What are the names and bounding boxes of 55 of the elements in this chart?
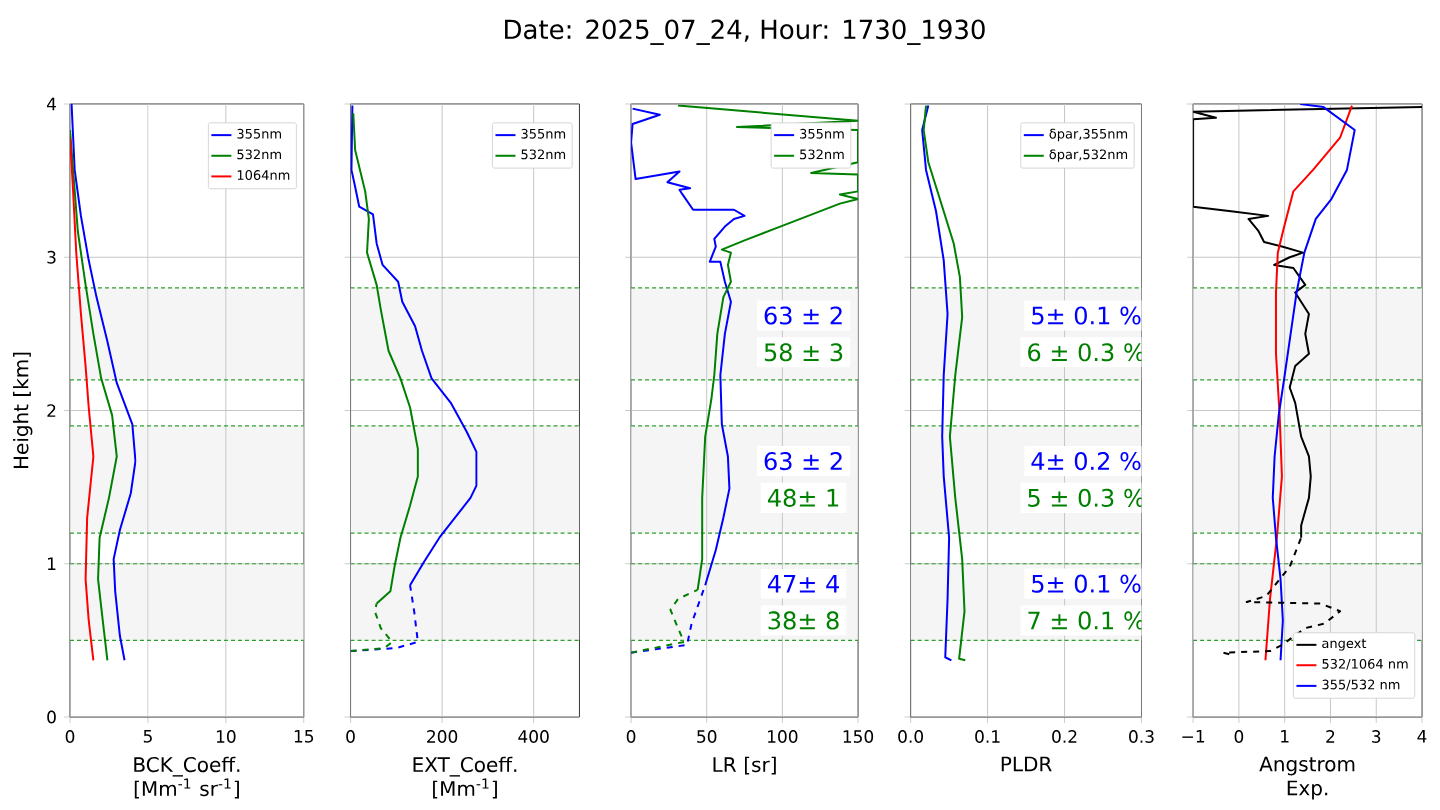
annotation: 63 ± 2 (764, 452, 842, 471)
annotation: 58 ± 3 (764, 343, 843, 362)
annotation: 38± 8 (768, 611, 839, 630)
x-tick-label: −1 (1182, 730, 1205, 743)
y-tick-label: 0 (47, 710, 56, 724)
x-tick-label: 1 (1281, 730, 1289, 743)
legend-label: angext (1322, 638, 1367, 651)
x-tick-label: 100 (768, 730, 798, 743)
x-axis-title: PLDR (1001, 756, 1052, 772)
x-tick-label: 150 (843, 730, 874, 743)
x-tick-label: 0 (626, 730, 636, 743)
annotation: 63 ± 2 (764, 306, 842, 325)
x-tick-label: 15 (294, 730, 314, 743)
x-tick-label: 10 (216, 730, 236, 743)
x-tick-label: 4 (1417, 730, 1427, 743)
y-tick-label: 3 (47, 250, 56, 264)
y-tick-label: 2 (47, 404, 56, 417)
annotation: 47± 4 (767, 574, 839, 593)
chart-title: Date: 2025_07_24, Hour: 1730_1930 (505, 19, 985, 45)
x-tick-label: 0.1 (975, 730, 1000, 743)
x-axis-title: EXT_Coeff. [Mm$^{-1}$] (413, 756, 517, 799)
x-tick-label: 50 (697, 730, 717, 743)
annotation: 48± 1 (767, 488, 839, 507)
x-tick-label: 0 (65, 730, 75, 743)
legend-label: 532nm (237, 149, 281, 160)
annotation: 4± 0.2 % (1031, 452, 1141, 471)
x-tick-label: 0.2 (1052, 730, 1077, 743)
annotation: 5± 0.1 % (1032, 574, 1141, 593)
y-tick-label: 4 (46, 97, 56, 111)
legend-label: 1064nm (237, 170, 290, 180)
x-axis-title: Angstrom Exp. (1259, 756, 1355, 800)
annotation: 5± 0.1 % (1032, 306, 1141, 325)
line-series (70, 104, 137, 662)
legend-label: δpar,532nm (1049, 149, 1128, 162)
legend-label: 532/1064 nm (1322, 658, 1408, 670)
legend-label: 355nm (237, 128, 281, 139)
x-tick-label: 400 (518, 730, 549, 743)
x-axis-title: BCK_Coeff. [Mm$^{-1}$ sr$^{-1}$] (134, 756, 240, 799)
x-tick-label: 0.0 (898, 730, 924, 743)
x-tick-label: 0.3 (1129, 730, 1154, 743)
x-tick-label: 3 (1372, 730, 1381, 743)
legend-label: 532nm (800, 149, 844, 160)
x-tick-label: 5 (143, 730, 152, 743)
x-tick-label: 200 (427, 730, 458, 743)
legend-label: 355nm (521, 128, 566, 139)
legend-label: 355/532 nm (1322, 679, 1400, 691)
legend-label: 355nm (800, 128, 844, 139)
x-tick-label: 0 (346, 730, 355, 743)
x-axis-title: LR [sr] (713, 756, 776, 775)
x-tick-label: 0 (1234, 730, 1244, 743)
x-tick-label: 2 (1326, 730, 1335, 743)
legend-label: δpar,355nm (1049, 128, 1128, 142)
y-tick-label: 1 (48, 557, 56, 570)
legend-label: 532nm (521, 149, 566, 160)
y-axis-title: Height [km] (13, 352, 33, 469)
